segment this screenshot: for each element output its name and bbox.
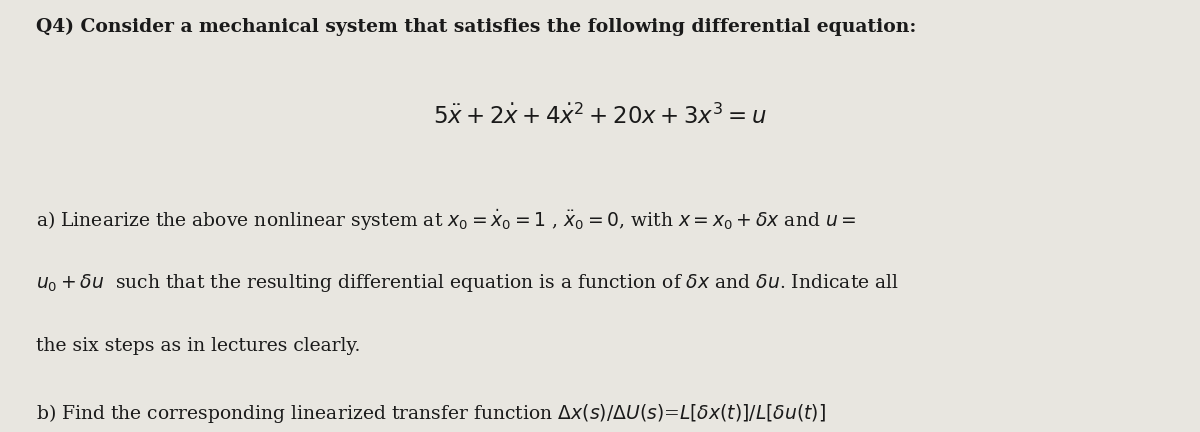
Text: the six steps as in lectures clearly.: the six steps as in lectures clearly.	[36, 337, 360, 355]
Text: $5\ddot{x} + 2\dot{x} + 4\dot{x}^{2} + 20x + 3x^{3} = u$: $5\ddot{x} + 2\dot{x} + 4\dot{x}^{2} + 2…	[433, 104, 767, 129]
Text: a) Linearize the above nonlinear system at $x_0 = \dot{x}_0 = 1$ , $\ddot{x}_0 =: a) Linearize the above nonlinear system …	[36, 207, 857, 233]
Text: b) Find the corresponding linearized transfer function $\Delta x(s)/\Delta U(s)$: b) Find the corresponding linearized tra…	[36, 402, 826, 425]
Text: $u_0 + \delta u$  such that the resulting differential equation is a function of: $u_0 + \delta u$ such that the resulting…	[36, 272, 899, 294]
Text: Q4) Consider a mechanical system that satisfies the following differential equat: Q4) Consider a mechanical system that sa…	[36, 17, 917, 35]
